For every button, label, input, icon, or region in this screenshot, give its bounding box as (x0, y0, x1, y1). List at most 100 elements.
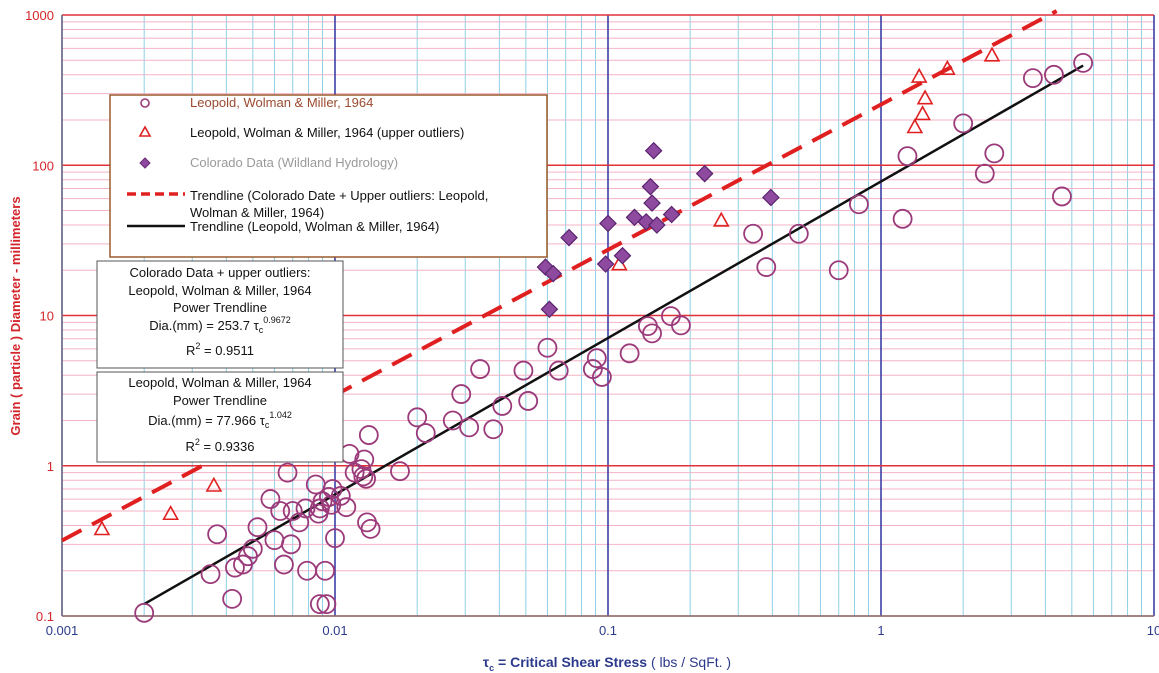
annotation-2-r2-sup: 2 (195, 437, 200, 447)
point-leopold (459, 417, 480, 438)
point-upper-outlier (712, 211, 730, 227)
point-leopold (984, 143, 1005, 164)
point-leopold (316, 594, 337, 615)
point-leopold (586, 348, 607, 369)
point-leopold (315, 560, 336, 581)
point-leopold (897, 146, 918, 167)
point-leopold (849, 194, 869, 215)
point-leopold (518, 391, 539, 411)
point-leopold (442, 410, 463, 431)
point-upper-outlier (916, 89, 934, 105)
annotation-1-equation: Dia.(mm) = 253.7 τc0.9672 (149, 315, 291, 335)
point-leopold (407, 407, 428, 428)
legend: Leopold, Wolman & Miller, 1964 Leopold, … (109, 94, 548, 258)
point-leopold (282, 501, 303, 521)
annotation-2-r2-value: = 0.9336 (200, 439, 255, 454)
point-leopold (360, 518, 381, 539)
annotation-1-line-2: Leopold, Wolman & Miller, 1964 (128, 283, 311, 298)
point-upper-outlier (938, 59, 956, 75)
point-leopold (953, 113, 974, 134)
point-leopold (619, 343, 640, 364)
point-colorado (544, 264, 563, 283)
legend-label-4b: Wolman & Miller, 1964) (190, 205, 324, 220)
y-tick-label: 1 (47, 459, 54, 474)
point-leopold (592, 367, 612, 387)
point-leopold (222, 588, 243, 609)
point-colorado (648, 216, 666, 234)
point-leopold (356, 468, 377, 489)
point-leopold (743, 223, 763, 244)
point-colorado (662, 205, 681, 224)
point-leopold (1073, 52, 1094, 73)
point-colorado (643, 194, 661, 212)
point-leopold (325, 528, 345, 548)
annotation-box-2 (96, 371, 344, 463)
point-leopold (828, 260, 849, 281)
legend-label-3: Colorado Data (Wildland Hydrology) (190, 155, 398, 170)
point-leopold (200, 564, 221, 585)
point-leopold (260, 489, 281, 509)
point-colorado (762, 188, 780, 207)
legend-marker-diamond (139, 157, 151, 169)
legend-label-1: Leopold, Wolman & Miller, 1964 (190, 95, 373, 110)
point-leopold (483, 419, 504, 440)
point-leopold (353, 466, 374, 487)
point-upper-outlier (914, 105, 931, 121)
y-tick-label: 1000 (25, 8, 54, 23)
point-colorado (644, 141, 663, 160)
annotation-colorado-trendline: Colorado Data + upper outliers: Leopold,… (96, 260, 344, 369)
point-leopold (309, 594, 330, 615)
legend-marker-circle (140, 98, 150, 108)
point-leopold (756, 257, 777, 277)
point-leopold (207, 524, 228, 545)
point-leopold (134, 602, 155, 623)
y-tick-label: 10 (40, 309, 54, 324)
x-label-main: = Critical Shear Stress (494, 654, 647, 670)
annotation-2-eq-exp: 1.042 (269, 410, 292, 420)
y-tick-label: 0.1 (36, 609, 54, 624)
annotation-2-line-1: Leopold, Wolman & Miller, 1964 (128, 375, 311, 390)
point-leopold (247, 517, 268, 538)
x-tick-label: 0.1 (599, 623, 617, 638)
point-leopold (390, 461, 410, 482)
x-tick-label: 10 (1147, 623, 1159, 638)
annotation-1-line-3: Power Trendline (173, 300, 267, 315)
annotation-2-line-2: Power Trendline (173, 393, 267, 408)
point-leopold (289, 512, 310, 533)
annotation-leopold-trendline: Leopold, Wolman & Miller, 1964 Power Tre… (96, 371, 344, 463)
y-axis-label: Grain ( particle ) Diameter - millimeter… (8, 196, 23, 435)
point-leopold (548, 360, 569, 381)
point-upper-outlier (93, 520, 111, 536)
point-colorado (540, 300, 559, 319)
annotation-2-r2-prefix: R (186, 439, 195, 454)
point-leopold (642, 323, 662, 344)
annotation-1-line-1: Colorado Data + upper outliers: (129, 265, 310, 280)
point-leopold (242, 538, 263, 559)
legend-label-4: Trendline (Colorado Date + Upper outlier… (190, 188, 488, 203)
annotation-1-r2-sup: 2 (195, 341, 200, 351)
annotation-box-1 (96, 260, 344, 369)
annotation-2-equation: Dia.(mm) = 77.966 τc1.042 (148, 410, 292, 430)
tick-labels: 0.1 1 10 100 1000 0.001 0.01 0.1 1 10 (25, 8, 1159, 638)
point-colorado (596, 255, 615, 273)
point-leopold (1044, 64, 1064, 85)
point-leopold (295, 498, 316, 519)
x-tick-label: 1 (877, 623, 884, 638)
point-leopold (451, 384, 472, 404)
point-colorado (560, 228, 578, 247)
point-leopold (330, 485, 351, 506)
annotation-1-r2: R2 = 0.9511 (186, 341, 254, 358)
annotation-2-r2: R2 = 0.9336 (186, 437, 255, 454)
point-upper-outlier (205, 476, 223, 492)
point-leopold (358, 425, 379, 445)
point-upper-outlier (162, 504, 179, 521)
point-leopold (225, 557, 245, 578)
x-tick-label: 0.001 (46, 623, 79, 638)
point-leopold (492, 396, 513, 416)
point-leopold (470, 359, 490, 379)
point-upper-outlier (983, 46, 1001, 62)
x-tick-label: 0.01 (322, 623, 347, 638)
legend-box (109, 94, 548, 258)
x-label-units: ( lbs / SqFt. ) (647, 654, 731, 670)
